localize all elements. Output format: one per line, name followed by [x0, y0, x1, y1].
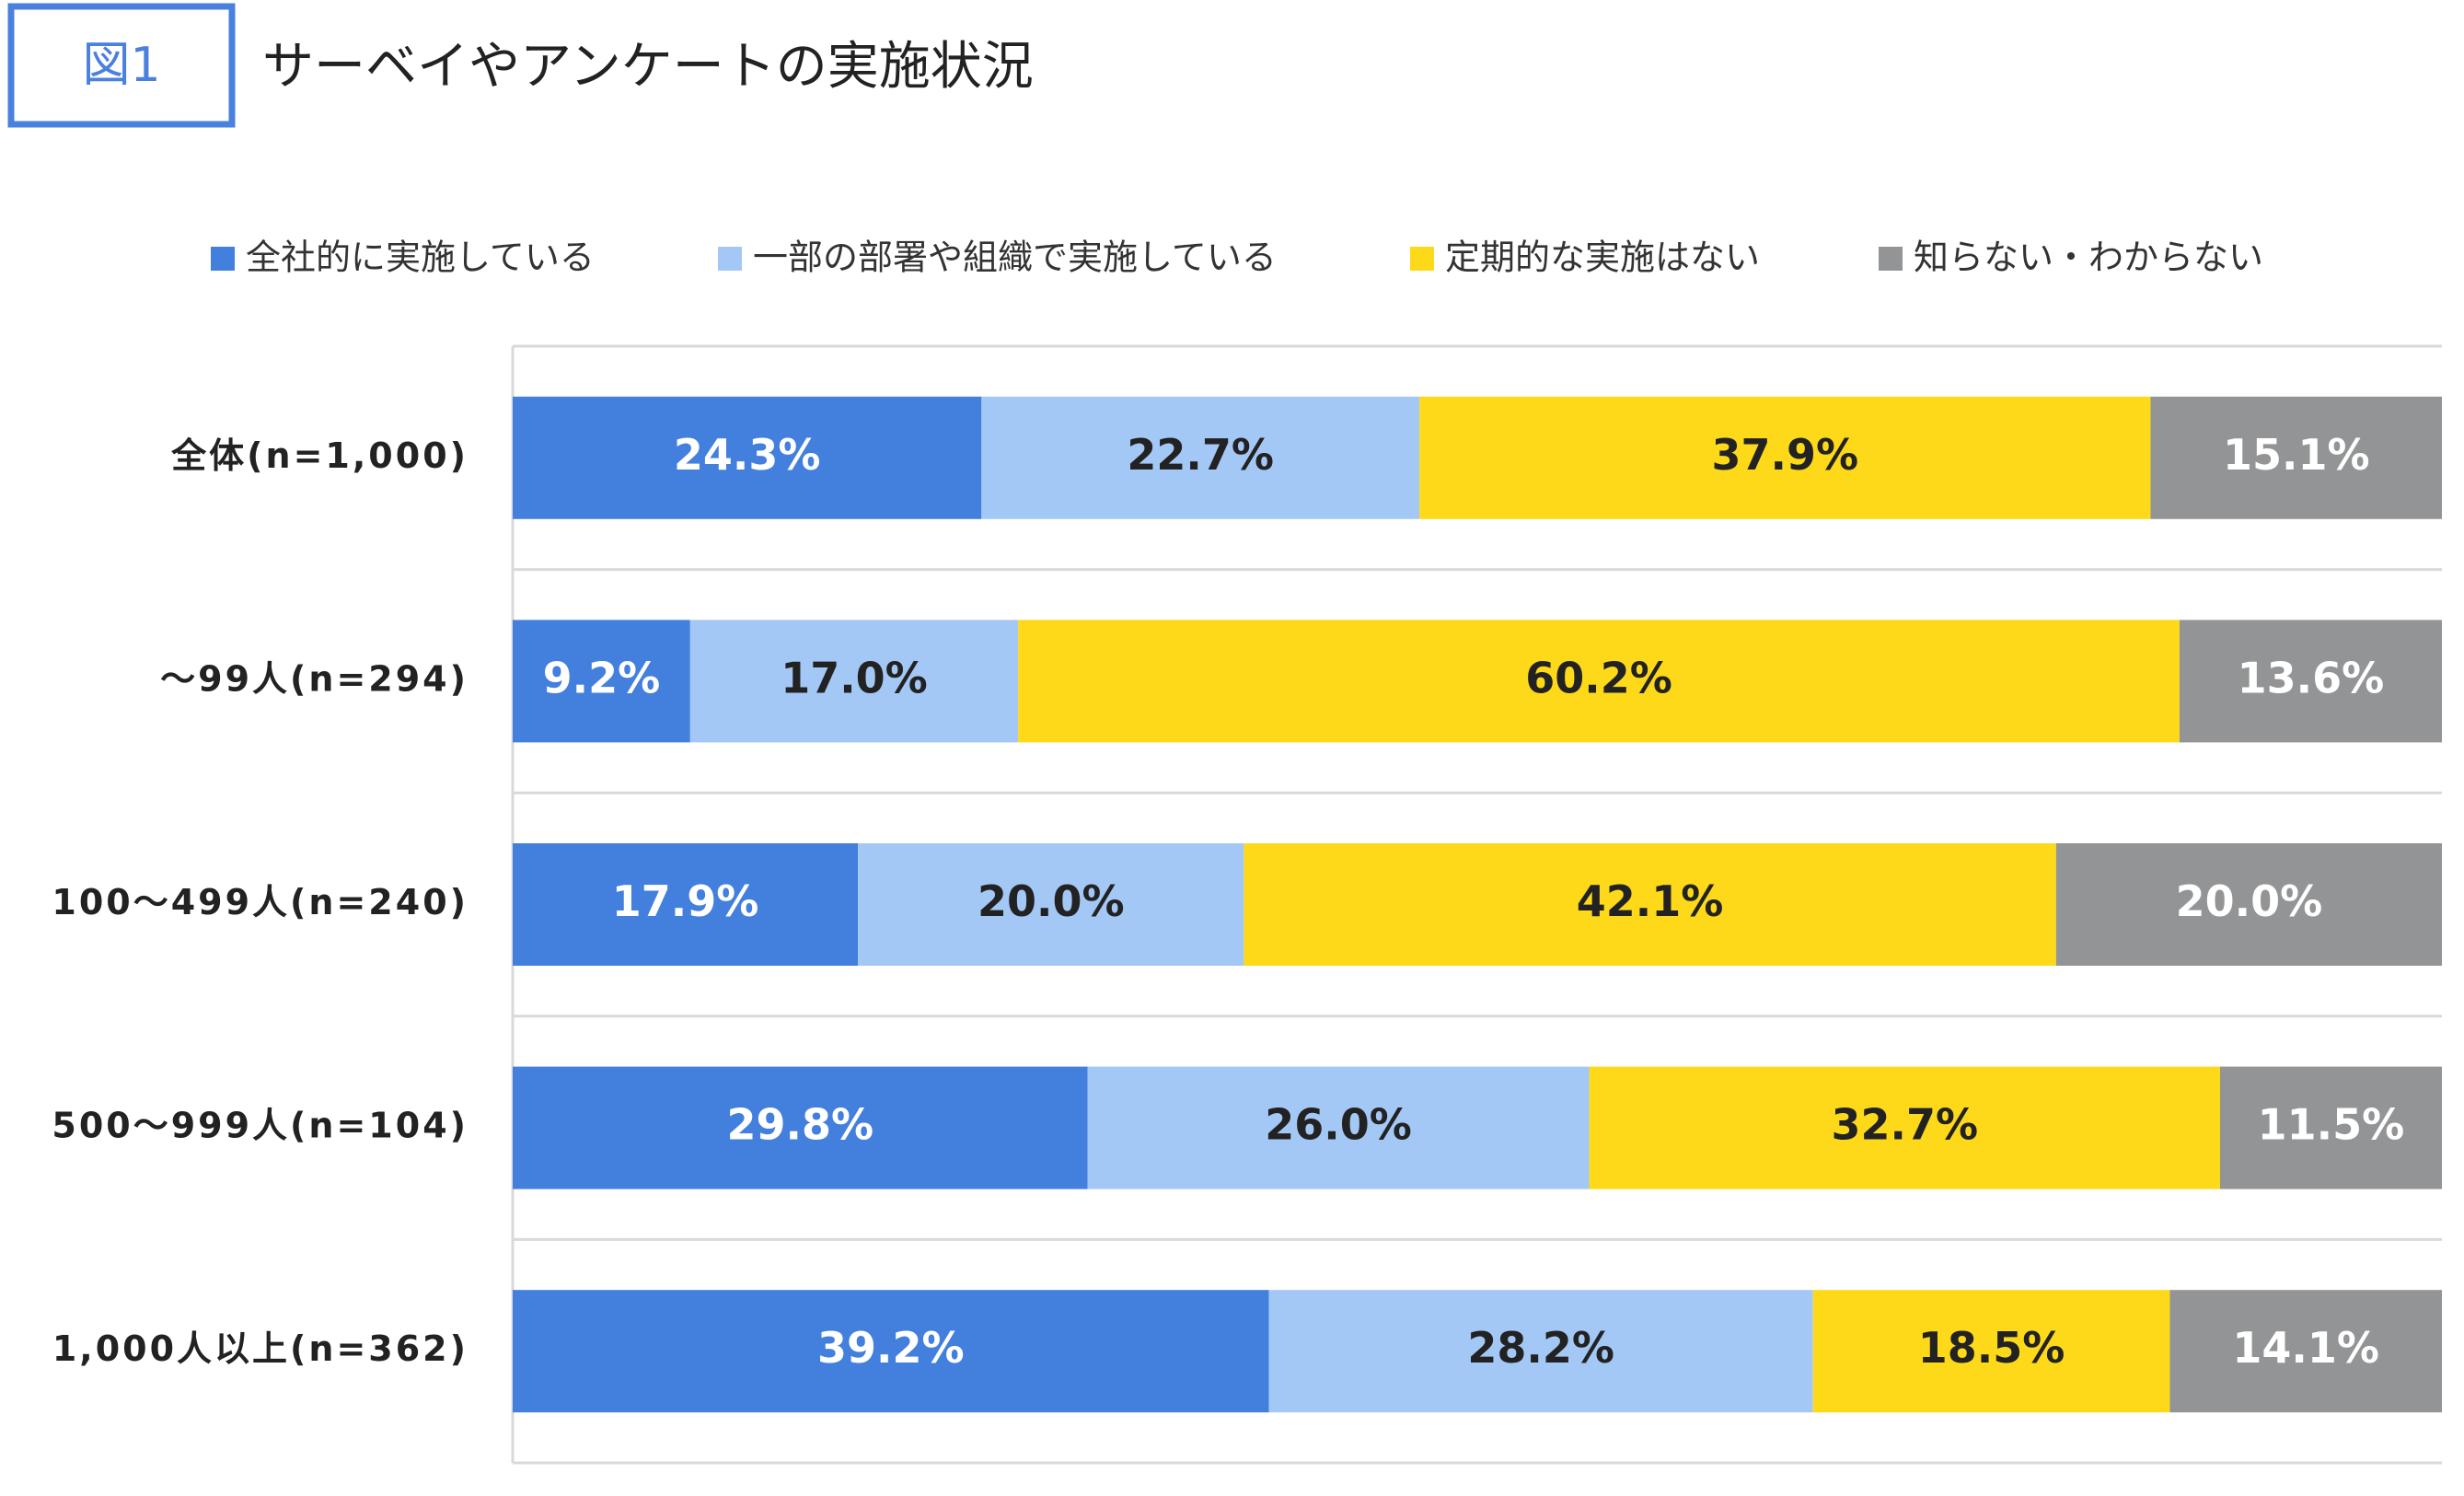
value-label: 9.2%	[543, 653, 661, 702]
bar-segment	[513, 1066, 1088, 1189]
bar-segment	[1018, 620, 2180, 743]
bar-segment	[689, 620, 1019, 743]
bar-segment	[858, 843, 1244, 966]
value-label: 26.0%	[1265, 1100, 1412, 1150]
figure-label: 図1	[82, 38, 160, 93]
value-label: 17.0%	[781, 653, 928, 702]
value-label: 15.1%	[2223, 430, 2370, 480]
y-tick-label: 100～499人(n=240)	[52, 882, 469, 922]
legend-swatch	[1410, 247, 1434, 271]
bar-segment	[2169, 1290, 2442, 1413]
y-tick-label: 500～999人(n=104)	[52, 1106, 469, 1146]
y-tick-label: ～99人(n=294)	[160, 658, 469, 699]
bar-segment	[981, 396, 1420, 519]
bar-segment	[1812, 1290, 2170, 1413]
value-label: 18.5%	[1918, 1323, 2065, 1373]
value-label: 13.6%	[2238, 653, 2385, 702]
value-label: 28.2%	[1467, 1323, 1614, 1373]
value-label: 22.7%	[1127, 430, 1274, 480]
bar-segment	[2150, 396, 2442, 519]
y-tick-label: 全体(n=1,000)	[170, 435, 469, 476]
value-label: 14.1%	[2232, 1323, 2379, 1373]
value-label: 60.2%	[1525, 653, 1672, 702]
bar-segment	[2219, 1066, 2442, 1189]
bar-segment	[1419, 396, 2151, 519]
legend-label: 一部の部署や組織で実施している	[753, 238, 1277, 278]
legend-swatch	[211, 247, 235, 271]
legend-swatch	[1879, 247, 1903, 271]
bar-segment	[1087, 1066, 1590, 1189]
legend-label: 全社的に実施している	[246, 238, 595, 278]
value-label: 29.8%	[727, 1100, 874, 1150]
legend-label: 定期的な実施はない	[1445, 238, 1760, 278]
value-label: 24.3%	[674, 430, 821, 480]
legend-label: 知らない・わからない	[1914, 238, 2263, 278]
bar-segment	[1244, 843, 2056, 966]
legend-swatch	[718, 247, 742, 271]
chart-title: サーベイやアンケートの実施状況	[262, 37, 1034, 97]
value-label: 39.2%	[817, 1323, 965, 1373]
bar-segment	[2055, 843, 2442, 966]
bar-segment	[513, 1290, 1269, 1413]
bar-segment	[1589, 1066, 2220, 1189]
value-label: 20.0%	[2176, 876, 2323, 926]
value-label: 20.0%	[978, 876, 1125, 926]
value-label: 17.9%	[612, 876, 759, 926]
bar-segment	[513, 843, 859, 966]
value-label: 42.1%	[1577, 876, 1724, 926]
figure-badge	[7, 3, 236, 128]
bar-segment	[513, 396, 982, 519]
bar-segment	[513, 620, 690, 743]
value-label: 11.5%	[2258, 1100, 2405, 1150]
bar-segment	[2179, 620, 2442, 743]
value-label: 37.9%	[1712, 430, 1859, 480]
bar-segment	[1268, 1290, 1813, 1413]
y-tick-label: 1,000人以上(n=362)	[52, 1328, 469, 1369]
value-label: 32.7%	[1831, 1100, 1978, 1150]
